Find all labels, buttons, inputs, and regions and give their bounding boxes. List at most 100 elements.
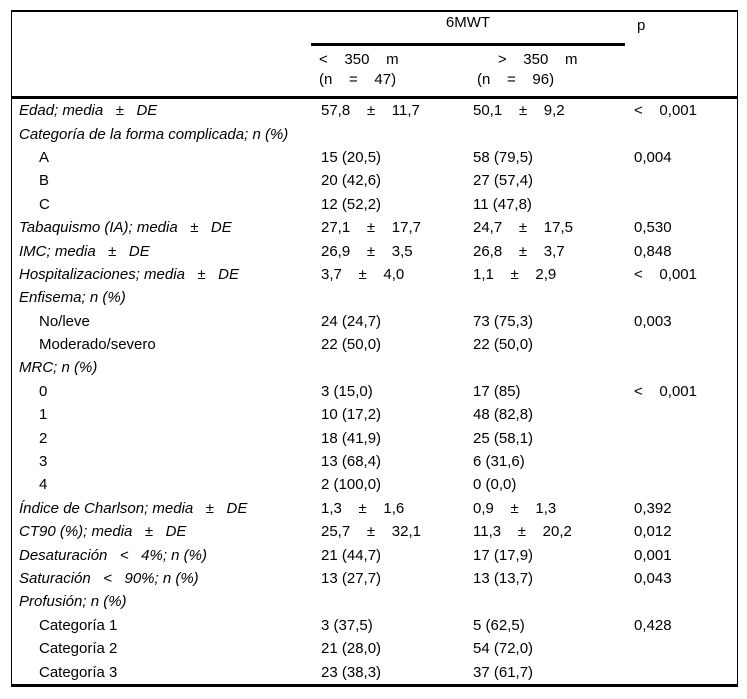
row-value-gt-350m: 11,3 ± 20,2 bbox=[473, 523, 572, 541]
row-value-gt-350m: 13 (13,7) bbox=[473, 570, 534, 587]
row-value-lt-350m: 20 (42,6) bbox=[321, 172, 382, 190]
row-value-gt-350m: 27 (57,4) bbox=[473, 172, 534, 190]
row-label: CT90 (%); media ± DE bbox=[19, 523, 187, 541]
row-value-gt-350m: 1,1 ± 2,9 bbox=[473, 265, 557, 283]
table-row: Categoría 3 23 (38,3) 37 (61,7) bbox=[12, 660, 737, 683]
row-value-gt-350m: 17 (17,9) bbox=[473, 546, 534, 564]
row-label: 0 bbox=[39, 382, 48, 400]
row-p-value: < 0,001 bbox=[634, 265, 697, 283]
row-label: C bbox=[39, 195, 50, 213]
row-label: B bbox=[39, 172, 50, 190]
row-value-lt-350m: 21 (28,0) bbox=[321, 640, 382, 658]
row-value-gt-350m: 73 (75,3) bbox=[473, 312, 534, 330]
row-p-value: < 0,001 bbox=[634, 382, 697, 400]
table-row: A 15 (20,5) 58 (79,5) 0,004 bbox=[12, 146, 737, 169]
group-header-rule bbox=[311, 43, 625, 46]
row-label: 2 bbox=[39, 429, 48, 447]
row-value-lt-350m: 24 (24,7) bbox=[321, 312, 382, 330]
row-value-lt-350m: 57,8 ± 11,7 bbox=[321, 102, 420, 120]
row-p-value: 0,001 bbox=[634, 546, 672, 564]
table-row: B 20 (42,6) 27 (57,4) bbox=[12, 169, 737, 192]
row-label: Edad; media ± DE bbox=[19, 102, 158, 120]
row-label: 4 bbox=[39, 476, 48, 494]
row-label: A bbox=[39, 148, 50, 166]
row-label: Saturación < 90%; n (%) bbox=[19, 570, 199, 587]
row-value-gt-350m: 0,9 ± 1,3 bbox=[473, 499, 557, 517]
row-label: Hospitalizaciones; media ± DE bbox=[19, 265, 239, 283]
row-value-lt-350m: 2 (100,0) bbox=[321, 476, 382, 494]
table-row: Enfisema; n (%) bbox=[12, 286, 737, 309]
table-row: 0 3 (15,0) 17 (85) < 0,001 bbox=[12, 380, 737, 403]
row-value-lt-350m: 3 (37,5) bbox=[321, 616, 373, 634]
table-row: Índice de Charlson; media ± DE 1,3 ± 1,6… bbox=[12, 497, 737, 520]
row-value-gt-350m: 11 (47,8) bbox=[473, 195, 532, 213]
row-value-lt-350m: 25,7 ± 32,1 bbox=[321, 523, 421, 541]
row-p-value: 0,004 bbox=[634, 148, 672, 166]
table-body: Edad; media ± DE 57,8 ± 11,7 50,1 ± 9,2 … bbox=[12, 99, 737, 684]
row-value-lt-350m: 21 (44,7) bbox=[321, 546, 382, 564]
row-value-lt-350m: 3 (15,0) bbox=[321, 382, 373, 400]
row-value-lt-350m: 15 (20,5) bbox=[321, 148, 382, 166]
row-value-gt-350m: 26,8 ± 3,7 bbox=[473, 242, 565, 260]
row-value-gt-350m: 37 (61,7) bbox=[473, 663, 534, 681]
row-value-lt-350m: 1,3 ± 1,6 bbox=[321, 499, 405, 517]
row-label: Desaturación < 4%; n (%) bbox=[19, 546, 207, 564]
row-value-lt-350m: 12 (52,2) bbox=[321, 195, 382, 213]
row-value-lt-350m: 27,1 ± 17,7 bbox=[321, 219, 421, 237]
table-row: Categoría 2 21 (28,0) 54 (72,0) bbox=[12, 637, 737, 660]
table-row: Desaturación < 4%; n (%) 21 (44,7) 17 (1… bbox=[12, 543, 737, 566]
group-header-6mwt: 6MWT bbox=[445, 14, 491, 31]
row-value-gt-350m: 54 (72,0) bbox=[473, 640, 534, 658]
table-row: IMC; media ± DE 26,9 ± 3,5 26,8 ± 3,7 0,… bbox=[12, 239, 737, 262]
row-value-lt-350m: 23 (38,3) bbox=[321, 663, 382, 681]
row-label: IMC; media ± DE bbox=[19, 242, 150, 260]
table-row: 2 18 (41,9) 25 (58,1) bbox=[12, 426, 737, 449]
row-value-gt-350m: 24,7 ± 17,5 bbox=[473, 219, 573, 237]
row-label: Tabaquismo (IA); media ± DE bbox=[19, 219, 232, 237]
col-header-gt-350m: > 350 m (n = 96) bbox=[477, 51, 578, 88]
row-p-value: < 0,001 bbox=[634, 102, 697, 120]
p-column-header: p bbox=[637, 17, 646, 34]
table-row: 4 2 (100,0) 0 (0,0) bbox=[12, 473, 737, 496]
row-label: Enfisema; n (%) bbox=[19, 289, 126, 307]
table-row: 1 10 (17,2) 48 (82,8) bbox=[12, 403, 737, 426]
row-label: Categoría 2 bbox=[39, 640, 118, 658]
row-p-value: 0,003 bbox=[634, 312, 672, 330]
row-label: Categoría de la forma complicada; n (%) bbox=[19, 125, 289, 143]
row-value-gt-350m: 58 (79,5) bbox=[473, 148, 534, 166]
row-value-lt-350m: 3,7 ± 4,0 bbox=[321, 265, 405, 283]
row-value-gt-350m: 48 (82,8) bbox=[473, 406, 534, 424]
table-row: Moderado/severo 22 (50,0) 22 (50,0) bbox=[12, 333, 737, 356]
row-value-lt-350m: 22 (50,0) bbox=[321, 336, 382, 354]
row-p-value: 0,012 bbox=[634, 523, 672, 541]
table-row: 3 13 (68,4) 6 (31,6) bbox=[12, 450, 737, 473]
row-p-value: 0,848 bbox=[634, 242, 672, 260]
row-value-lt-350m: 18 (41,9) bbox=[321, 429, 382, 447]
table-row: Categoría 1 3 (37,5) 5 (62,5) 0,428 bbox=[12, 614, 737, 637]
row-value-gt-350m: 5 (62,5) bbox=[473, 616, 525, 634]
row-label: 1 bbox=[39, 406, 48, 424]
row-value-lt-350m: 10 (17,2) bbox=[321, 406, 382, 424]
table-row: Edad; media ± DE 57,8 ± 11,7 50,1 ± 9,2 … bbox=[12, 99, 737, 122]
row-value-gt-350m: 22 (50,0) bbox=[473, 336, 534, 354]
table-row: Hospitalizaciones; media ± DE 3,7 ± 4,0 … bbox=[12, 263, 737, 286]
table-header: 6MWT p < 350 m (n = 47) > 350 m (n = 96) bbox=[12, 12, 737, 99]
row-p-value: 0,392 bbox=[634, 499, 672, 517]
table-row: Categoría de la forma complicada; n (%) bbox=[12, 122, 737, 145]
row-value-gt-350m: 6 (31,6) bbox=[473, 453, 525, 471]
row-value-lt-350m: 13 (68,4) bbox=[321, 453, 382, 471]
row-label: MRC; n (%) bbox=[19, 359, 98, 377]
row-label: Categoría 3 bbox=[39, 663, 118, 681]
table-row: MRC; n (%) bbox=[12, 356, 737, 379]
table-row: CT90 (%); media ± DE 25,7 ± 32,1 11,3 ± … bbox=[12, 520, 737, 543]
row-label: Moderado/severo bbox=[39, 336, 156, 354]
row-value-lt-350m: 26,9 ± 3,5 bbox=[321, 242, 413, 260]
row-p-value: 0,530 bbox=[634, 219, 672, 237]
table-row: C 12 (52,2) 11 (47,8) bbox=[12, 193, 737, 216]
row-value-gt-350m: 17 (85) bbox=[473, 382, 521, 400]
row-value-gt-350m: 50,1 ± 9,2 bbox=[473, 102, 565, 120]
row-label: Profusión; n (%) bbox=[19, 593, 127, 611]
row-label: Categoría 1 bbox=[39, 616, 118, 634]
row-value-gt-350m: 0 (0,0) bbox=[473, 476, 517, 494]
